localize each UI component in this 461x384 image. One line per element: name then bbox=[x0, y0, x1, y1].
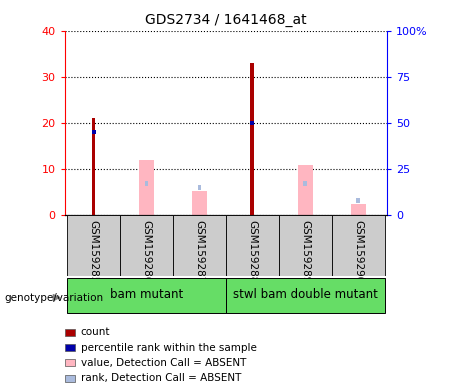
Bar bbox=[303, 181, 307, 186]
Bar bbox=[67, 278, 226, 313]
Bar bbox=[120, 215, 173, 276]
Bar bbox=[92, 118, 95, 215]
Bar bbox=[351, 204, 366, 215]
Bar bbox=[226, 215, 279, 276]
Text: bam mutant: bam mutant bbox=[110, 288, 183, 301]
Bar bbox=[139, 160, 154, 215]
Bar bbox=[356, 198, 360, 203]
Text: GSM159287: GSM159287 bbox=[195, 220, 204, 283]
Text: GSM159290: GSM159290 bbox=[353, 220, 363, 283]
Text: genotype/variation: genotype/variation bbox=[5, 293, 104, 303]
Text: GSM159286: GSM159286 bbox=[142, 220, 152, 283]
Text: rank, Detection Call = ABSENT: rank, Detection Call = ABSENT bbox=[81, 373, 241, 383]
Text: percentile rank within the sample: percentile rank within the sample bbox=[81, 343, 257, 353]
Bar bbox=[332, 215, 384, 276]
Bar bbox=[298, 165, 313, 215]
Bar bbox=[145, 181, 148, 186]
Bar bbox=[92, 130, 96, 134]
Text: GSM159285: GSM159285 bbox=[89, 220, 99, 283]
Bar bbox=[192, 191, 207, 215]
Bar bbox=[198, 185, 201, 190]
Bar bbox=[250, 63, 254, 215]
Text: GSM159288: GSM159288 bbox=[248, 220, 257, 283]
Text: GSM159289: GSM159289 bbox=[300, 220, 310, 283]
Text: value, Detection Call = ABSENT: value, Detection Call = ABSENT bbox=[81, 358, 246, 368]
Bar bbox=[173, 215, 226, 276]
Text: count: count bbox=[81, 327, 110, 337]
Text: stwl bam double mutant: stwl bam double mutant bbox=[233, 288, 378, 301]
Bar bbox=[67, 215, 120, 276]
Bar bbox=[279, 215, 332, 276]
Title: GDS2734 / 1641468_at: GDS2734 / 1641468_at bbox=[145, 13, 307, 27]
Bar bbox=[250, 121, 254, 125]
Bar bbox=[226, 278, 384, 313]
